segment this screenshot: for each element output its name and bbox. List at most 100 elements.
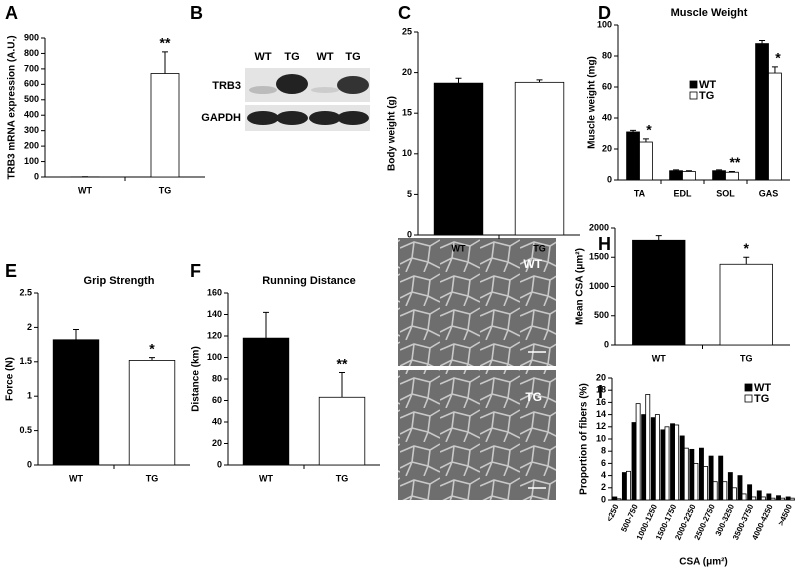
x-tick-label: TG: [146, 473, 159, 483]
x-tick-label: WT: [69, 473, 83, 483]
legend-label: WT: [754, 382, 771, 394]
micrograph: [398, 238, 556, 366]
x-tick-label: TG: [533, 243, 546, 253]
bar: [719, 263, 773, 346]
bar: [780, 497, 786, 501]
y-tick-label: 12: [596, 421, 606, 431]
error-bar: [685, 170, 692, 172]
y-tick-label: 500: [24, 94, 39, 104]
bar: [703, 466, 708, 501]
bar: [631, 422, 637, 501]
legend-swatch: [744, 394, 753, 403]
legend-label: WT: [699, 79, 716, 91]
y-tick-label: 40: [602, 112, 612, 122]
y-axis-label: Body weight (g): [387, 96, 398, 171]
bar: [626, 470, 631, 501]
bar: [760, 496, 766, 501]
row-label: TRB3: [212, 80, 241, 92]
bar: [621, 472, 627, 501]
bar: [718, 455, 724, 501]
y-tick-label: 2000: [589, 222, 609, 232]
panel-letter: D: [598, 3, 611, 23]
y-tick-label: 20: [212, 438, 222, 448]
x-tick-label: TG: [740, 353, 753, 363]
y-tick-label: 60: [602, 81, 612, 91]
y-tick-label: 900: [24, 32, 39, 42]
chart-title: Muscle Weight: [671, 7, 748, 19]
y-tick-label: 1.5: [19, 356, 32, 366]
y-tick-label: 0.5: [19, 425, 32, 435]
y-axis-label: Force (N): [5, 357, 16, 401]
bar: [632, 239, 686, 346]
significance-label: *: [744, 240, 750, 256]
legend-label: TG: [699, 90, 714, 102]
bar: [669, 170, 683, 181]
error-bar: [673, 169, 680, 171]
bar: [683, 447, 689, 501]
y-axis-label: Muscle weight (mg): [587, 56, 598, 149]
error-bar: [162, 51, 168, 74]
bar: [242, 337, 290, 466]
bar: [635, 403, 641, 501]
bar: [755, 43, 769, 181]
error-bar: [455, 77, 462, 84]
x-tick-label: TG: [159, 185, 172, 195]
bar: [318, 396, 366, 466]
y-tick-label: 500: [594, 310, 609, 320]
bar: [785, 496, 791, 501]
bar: [789, 497, 795, 501]
y-tick-label: 20: [596, 372, 606, 382]
x-tick-label: EDL: [674, 188, 693, 198]
error-bar: [743, 256, 750, 265]
x-tick-label: WT: [652, 353, 666, 363]
bar: [768, 72, 782, 181]
bar: [699, 447, 704, 501]
error-bar: [716, 169, 723, 171]
bar: [737, 475, 743, 501]
panel-letter: B: [190, 3, 203, 23]
error-bar: [73, 328, 79, 340]
y-tick-label: 1500: [589, 252, 609, 262]
x-tick-label: 500-750: [619, 502, 640, 533]
bar: [747, 484, 753, 501]
significance-label: **: [729, 154, 740, 170]
x-tick-label: WT: [259, 473, 273, 483]
y-tick-label: 1: [27, 391, 32, 401]
y-tick-label: 0: [407, 229, 412, 239]
micrograph: [398, 370, 556, 500]
panel-letter: H: [598, 234, 611, 254]
western-blot: [245, 68, 370, 131]
error-bar: [642, 138, 649, 143]
lane-label: WT: [316, 51, 333, 63]
y-tick-label: 5: [407, 189, 412, 199]
bar: [679, 435, 685, 501]
y-tick-label: 18: [596, 385, 606, 395]
y-tick-label: 2: [27, 322, 32, 332]
y-tick-label: 0: [607, 174, 612, 184]
y-tick-label: 10: [402, 148, 412, 158]
y-tick-label: 6: [601, 458, 606, 468]
x-tick-label: WT: [452, 243, 466, 253]
legend-swatch: [689, 91, 698, 100]
bar: [616, 498, 622, 501]
bar: [612, 496, 618, 501]
bar: [650, 417, 656, 501]
y-tick-label: 400: [24, 110, 39, 120]
x-tick-label: SOL: [716, 188, 735, 198]
row-label: GAPDH: [201, 112, 241, 124]
error-bar: [339, 372, 345, 398]
y-axis-label: TRB3 mRNA expression (A.U.): [7, 35, 18, 179]
legend-label: TG: [754, 393, 769, 405]
significance-label: **: [160, 35, 171, 51]
bar: [654, 414, 660, 501]
bar: [766, 493, 772, 501]
bar: [514, 81, 565, 236]
panel-letter: F: [190, 261, 201, 281]
error-bar: [655, 235, 662, 241]
panel-letter: A: [5, 3, 18, 23]
y-tick-label: 40: [212, 416, 222, 426]
x-tick-label: GAS: [759, 188, 779, 198]
y-tick-label: 0: [604, 339, 609, 349]
bar: [776, 495, 781, 501]
